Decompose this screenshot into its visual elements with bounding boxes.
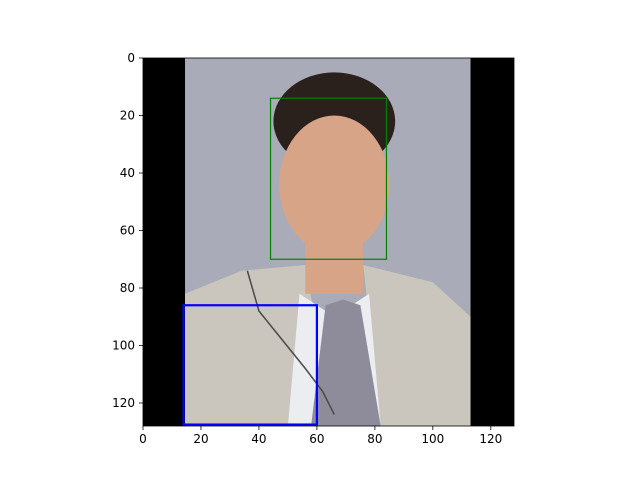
axes-frame xyxy=(142,57,515,427)
x-axis-ticks: 0 20 40 60 80 100 120 xyxy=(139,426,502,446)
x-tick-label: 40 xyxy=(251,432,266,446)
photo-image xyxy=(143,58,514,426)
black-pad-left xyxy=(143,58,186,426)
region-bounding-box xyxy=(182,304,319,426)
x-tick-label: 20 xyxy=(193,432,208,446)
y-tick-label: 80 xyxy=(120,281,135,295)
x-tick-label: 0 xyxy=(139,432,147,446)
black-pad-right xyxy=(470,58,514,426)
axes xyxy=(142,57,515,427)
y-tick-label: 20 xyxy=(120,109,135,123)
y-tick-label: 120 xyxy=(112,396,135,410)
tie xyxy=(311,299,381,426)
y-axis-ticks: 0 20 40 60 80 100 120 xyxy=(112,51,143,410)
face xyxy=(279,115,390,254)
y-tick-label: 40 xyxy=(120,166,135,180)
y-tick-label: 100 xyxy=(112,339,135,353)
x-tick-label: 100 xyxy=(421,432,444,446)
x-tick-label: 60 xyxy=(309,432,324,446)
x-tick-label: 80 xyxy=(367,432,382,446)
suit-right xyxy=(363,265,471,426)
face-bounding-box xyxy=(269,97,388,260)
y-tick-label: 60 xyxy=(120,224,135,238)
x-tick-label: 120 xyxy=(479,432,502,446)
y-tick-label: 0 xyxy=(127,51,135,65)
